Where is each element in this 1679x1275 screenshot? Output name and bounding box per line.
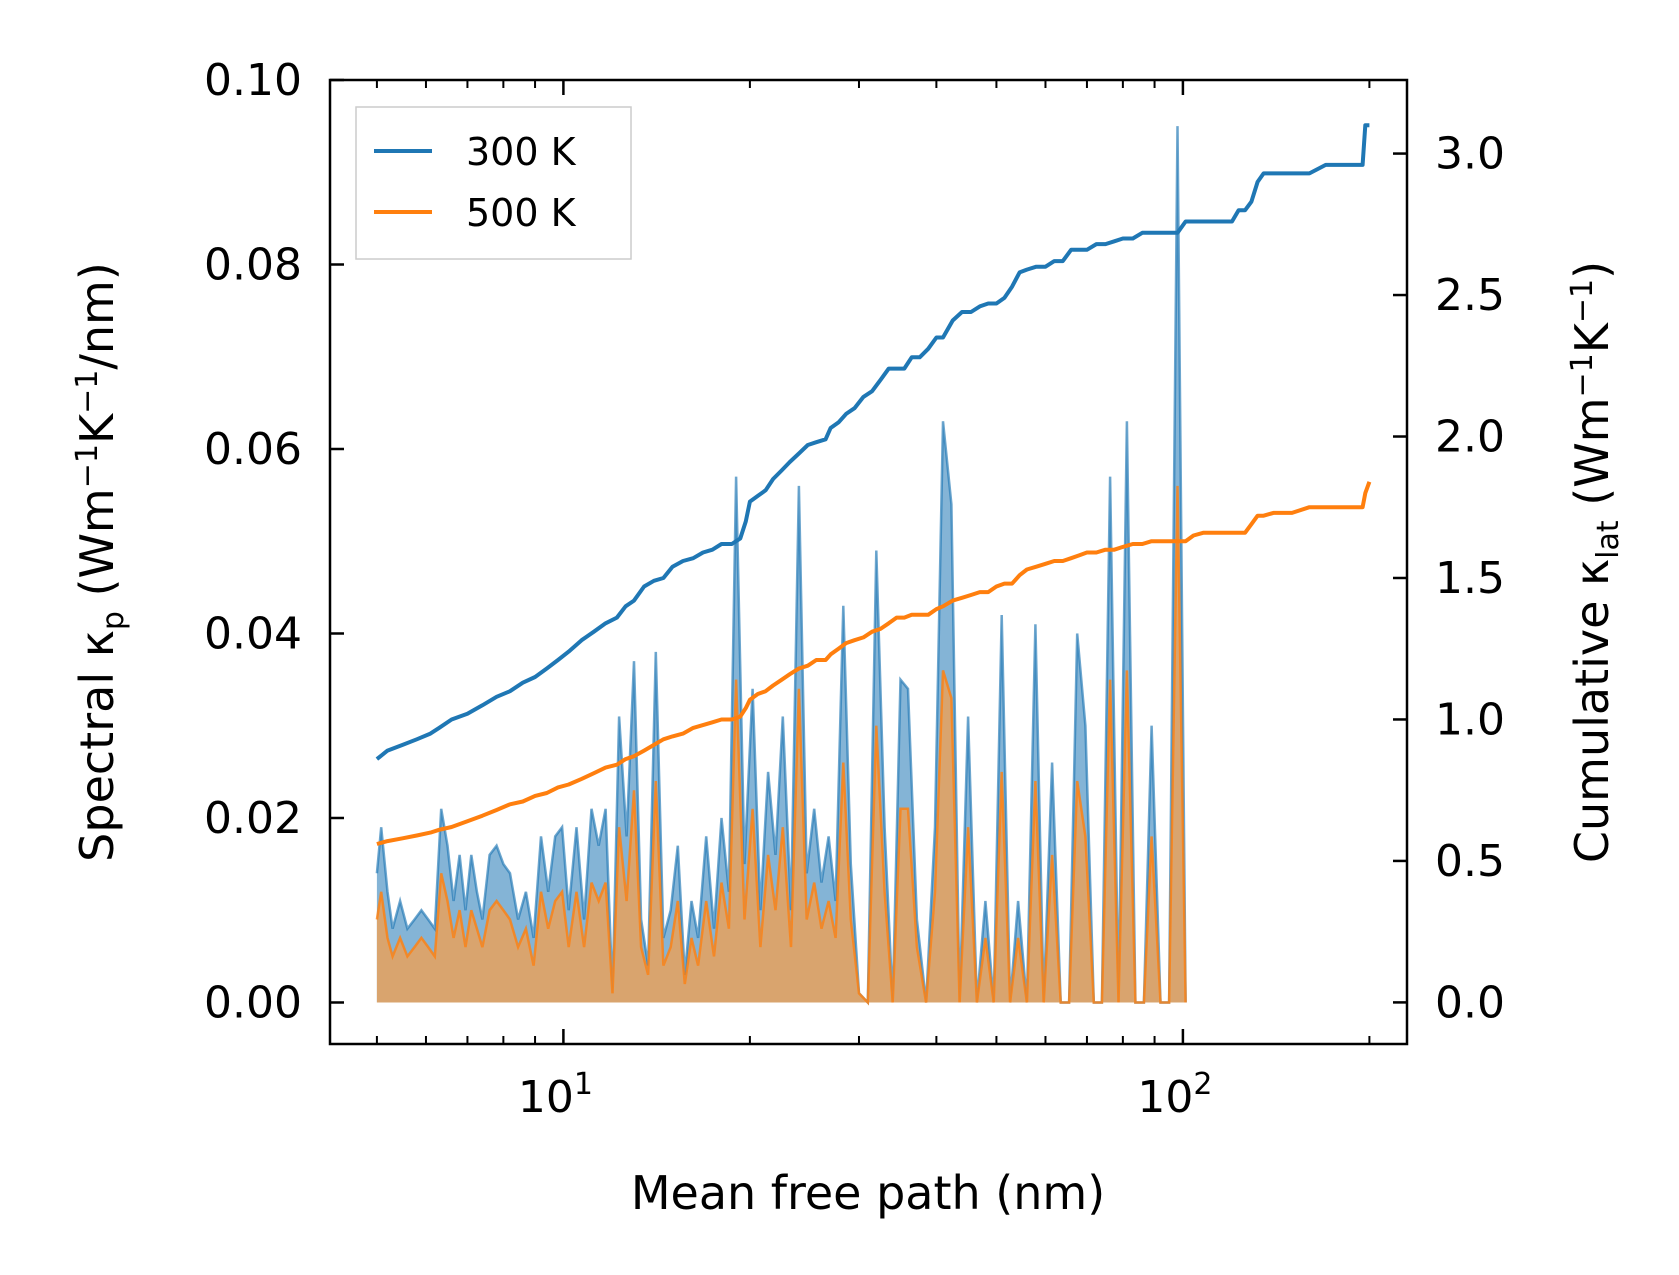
series-lines [375, 123, 1372, 846]
y-left-tick-label: 0.08 [204, 239, 302, 290]
y-right-tick-label: 2.5 [1435, 270, 1505, 321]
legend-label-500k: 500 K [466, 191, 577, 235]
y-axis-left-label: Spectral κp (Wm−1K−1/nm) [70, 262, 131, 862]
y-left-tick-label: 0.02 [204, 793, 302, 844]
x-axis-label: Mean free path (nm) [631, 1166, 1105, 1220]
cumulative-300k-line [375, 123, 1370, 761]
plot-frame [328, 78, 1409, 1046]
spectral-500k-outline [375, 485, 1187, 1006]
y-left-tick-label: 0.10 [204, 55, 302, 106]
x-tick-label: 101 [518, 1067, 593, 1123]
cumulative-500k-line [376, 481, 1372, 846]
y-left-tick-label: 0.04 [204, 608, 302, 659]
legend-box [355, 106, 632, 260]
y-right-tick-label: 1.5 [1435, 553, 1505, 604]
legend-label-300k: 300 K [466, 130, 577, 174]
x-tick-label: 102 [1137, 1067, 1212, 1123]
axis-ticks: 0.00 0.02 0.04 0.06 0.08 0.10 0.0 0.5 1.0 1.5 2.0 2… [204, 55, 1505, 1123]
y-axis-right-label: Cumulative κlat (Wm−1K−1) [1565, 261, 1626, 863]
legend: 300 K 500 K [355, 106, 632, 260]
y-left-tick-label: 0.00 [204, 977, 302, 1028]
y-right-tick-label: 0.0 [1435, 977, 1505, 1028]
y-right-tick-label: 0.5 [1435, 836, 1505, 887]
y-right-tick-label: 3.0 [1435, 129, 1505, 180]
y-right-tick-label: 1.0 [1435, 694, 1505, 745]
spectral-fill-areas [375, 126, 1187, 1006]
spectral-500k-area [376, 485, 1186, 1003]
spectral-300k-outline [375, 126, 1187, 1006]
y-left-tick-label: 0.06 [204, 424, 302, 475]
y-right-tick-label: 2.0 [1435, 412, 1505, 463]
